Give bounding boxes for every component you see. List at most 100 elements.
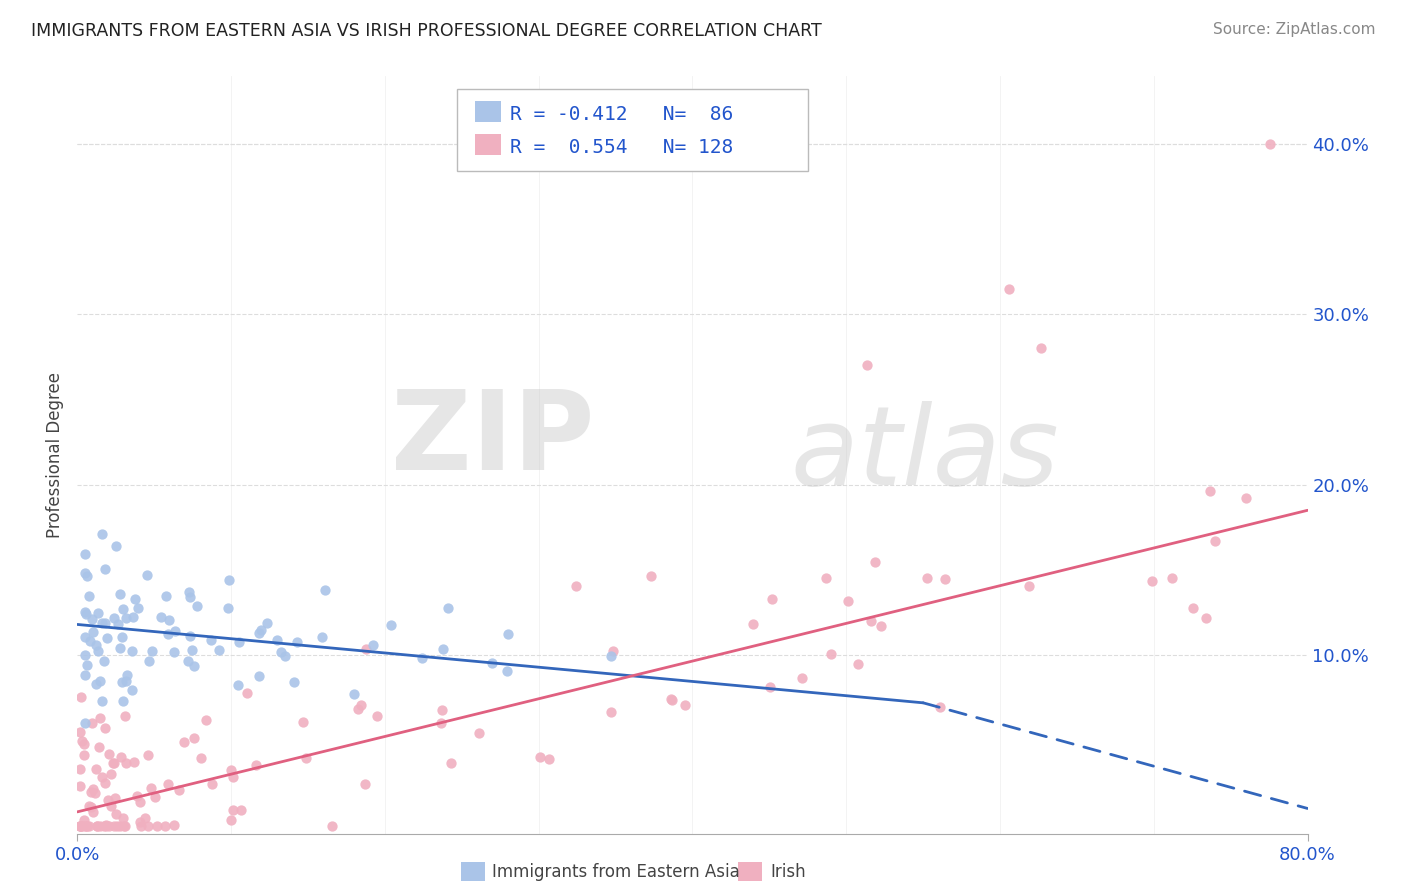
Point xyxy=(127,601,149,615)
Point xyxy=(177,654,200,668)
Point xyxy=(143,790,166,805)
Point xyxy=(430,703,453,717)
Point xyxy=(121,682,143,697)
Point xyxy=(100,798,122,813)
Point xyxy=(129,814,152,829)
Point xyxy=(321,818,343,832)
Point xyxy=(179,629,201,643)
Point xyxy=(218,573,240,587)
Point xyxy=(86,818,108,832)
Point xyxy=(1199,484,1222,499)
Point xyxy=(295,751,318,765)
Point xyxy=(537,752,560,766)
Point xyxy=(84,763,107,777)
Point xyxy=(100,767,122,781)
Point xyxy=(110,750,132,764)
Point xyxy=(155,818,177,832)
Text: atlas: atlas xyxy=(792,401,1060,508)
Point xyxy=(228,635,250,649)
Point xyxy=(98,818,121,832)
Point xyxy=(87,606,110,620)
Point xyxy=(222,770,245,784)
Point xyxy=(91,527,114,541)
Point xyxy=(69,690,91,704)
Point xyxy=(103,818,125,832)
Point xyxy=(219,813,242,827)
Point xyxy=(93,562,115,576)
Point xyxy=(673,698,696,713)
Point xyxy=(219,763,242,777)
Point xyxy=(141,644,163,658)
Point xyxy=(82,624,104,639)
Point xyxy=(121,643,143,657)
Point xyxy=(84,786,107,800)
Point xyxy=(354,642,377,657)
Point xyxy=(111,674,134,689)
Point xyxy=(108,587,131,601)
Point xyxy=(270,645,292,659)
Point xyxy=(138,654,160,668)
Point xyxy=(114,709,136,723)
Point xyxy=(122,756,145,770)
Point xyxy=(183,731,205,745)
Point xyxy=(97,793,120,807)
Point xyxy=(741,616,763,631)
Point xyxy=(69,818,91,832)
Point xyxy=(157,613,180,627)
Point xyxy=(124,592,146,607)
Point xyxy=(350,698,373,712)
Point xyxy=(80,799,103,814)
Point xyxy=(93,616,115,631)
Point xyxy=(128,795,150,809)
Point xyxy=(76,818,98,832)
Point xyxy=(135,568,157,582)
Text: Source: ZipAtlas.com: Source: ZipAtlas.com xyxy=(1212,22,1375,37)
Point xyxy=(73,648,96,662)
Point xyxy=(1195,611,1218,625)
Point xyxy=(89,711,111,725)
Point xyxy=(659,692,682,706)
Point xyxy=(82,805,104,819)
Point xyxy=(222,803,245,817)
Point xyxy=(73,716,96,731)
Text: ZIP: ZIP xyxy=(391,386,595,493)
Point xyxy=(80,785,103,799)
Point xyxy=(245,758,267,772)
Point xyxy=(150,610,173,624)
Point xyxy=(105,818,128,832)
Point xyxy=(73,813,96,827)
Point xyxy=(73,631,96,645)
Point xyxy=(86,818,108,832)
Point xyxy=(1181,601,1204,615)
Point xyxy=(115,756,138,771)
Point xyxy=(79,634,101,648)
Point xyxy=(84,677,107,691)
Point xyxy=(107,617,129,632)
Point xyxy=(114,674,136,689)
Point xyxy=(236,686,259,700)
Point xyxy=(69,762,91,776)
Point xyxy=(84,638,107,652)
Point xyxy=(194,713,217,727)
Point xyxy=(134,811,156,825)
Point xyxy=(285,634,308,648)
Point xyxy=(70,818,93,832)
Point xyxy=(311,631,333,645)
Point xyxy=(111,811,134,825)
Point xyxy=(200,632,222,647)
Point xyxy=(93,654,115,668)
Point xyxy=(155,590,177,604)
Point xyxy=(186,599,208,614)
Point xyxy=(146,818,169,832)
Point xyxy=(76,658,98,673)
Point xyxy=(179,585,201,599)
Point xyxy=(114,818,136,832)
Point xyxy=(183,658,205,673)
Point xyxy=(103,611,125,625)
Point xyxy=(77,799,100,814)
Point xyxy=(1018,579,1040,593)
Point xyxy=(247,669,270,683)
Point xyxy=(89,818,111,832)
Point xyxy=(468,726,491,740)
Point xyxy=(94,817,117,831)
